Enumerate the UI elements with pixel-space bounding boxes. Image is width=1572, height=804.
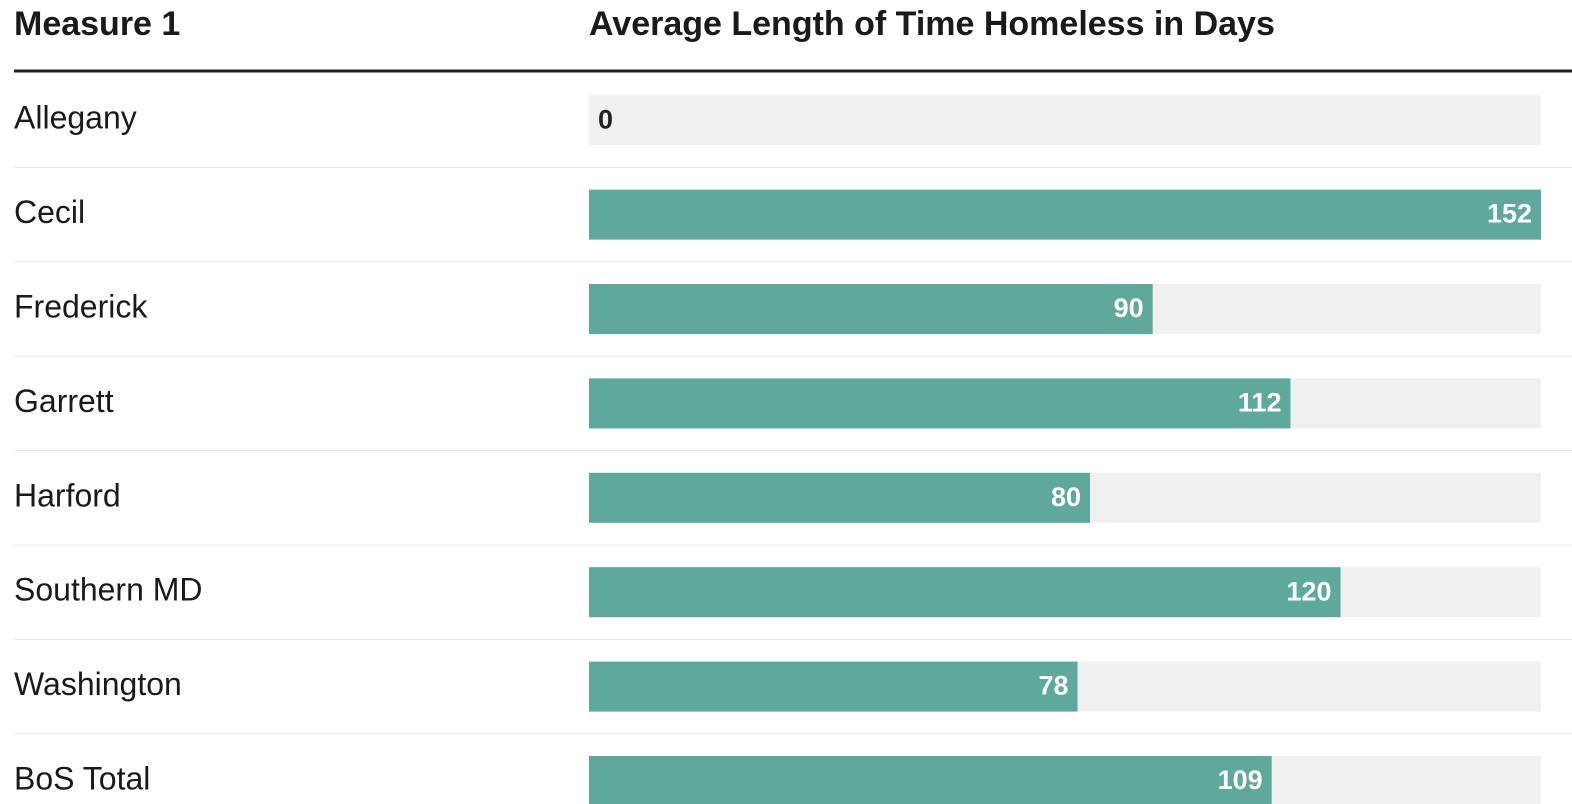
category-label: BoS Total [14, 760, 150, 796]
category-label: Washington [14, 666, 182, 702]
bar [589, 378, 1291, 429]
category-label: Garrett [14, 383, 114, 419]
category-label: Cecil [14, 194, 85, 230]
bar [589, 567, 1341, 618]
column-header: Measure 1 [14, 5, 180, 43]
value-label: 80 [1051, 482, 1081, 512]
category-label: Harford [14, 477, 121, 513]
bar [589, 756, 1272, 804]
value-label: 152 [1487, 199, 1532, 229]
column-header: Average Length of Time Homeless in Days [589, 5, 1275, 43]
category-label: Frederick [14, 288, 148, 324]
bar-track [589, 95, 1541, 146]
category-label: Southern MD [14, 572, 203, 608]
value-label: 112 [1238, 388, 1282, 418]
category-label: Allegany [14, 100, 137, 136]
bar [589, 189, 1541, 240]
value-label: 109 [1218, 765, 1263, 795]
value-label: 120 [1287, 576, 1332, 606]
value-label: 0 [598, 104, 613, 134]
value-label: 90 [1114, 293, 1144, 323]
bar [589, 472, 1091, 523]
bar [589, 661, 1078, 712]
bar [589, 284, 1153, 334]
value-label: 78 [1038, 671, 1068, 701]
